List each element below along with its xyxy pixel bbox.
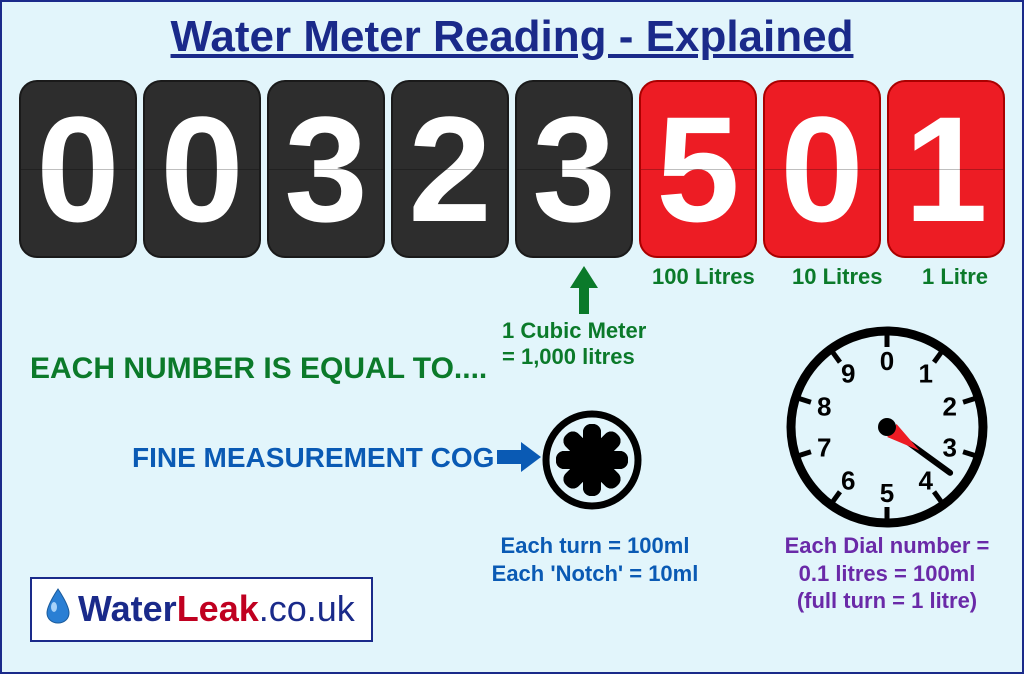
odometer-display: 00323501 <box>2 80 1022 258</box>
logo-text: WaterLeak.co.uk <box>78 588 355 630</box>
svg-text:1: 1 <box>919 359 933 389</box>
label-1-litre: 1 Litre <box>922 264 988 290</box>
dial-caption-line3: (full turn = 1 litre) <box>762 587 1012 615</box>
odometer-digit-7: 1 <box>887 80 1005 258</box>
arrow-right-icon <box>497 442 541 477</box>
cog-caption-line1: Each turn = 100ml <box>480 532 710 560</box>
dial-caption: Each Dial number = 0.1 litres = 100ml (f… <box>762 532 1012 615</box>
svg-text:6: 6 <box>841 465 855 495</box>
each-number-label: EACH NUMBER IS EQUAL TO.... <box>30 352 487 386</box>
odometer-digit-5: 5 <box>639 80 757 258</box>
odometer-digit-4: 3 <box>515 80 633 258</box>
odometer-digit-6: 0 <box>763 80 881 258</box>
logo-box: WaterLeak.co.uk <box>30 577 373 642</box>
svg-text:9: 9 <box>841 359 855 389</box>
arrow-up-icon <box>570 266 598 319</box>
svg-text:0: 0 <box>880 346 894 376</box>
odometer-digit-0: 0 <box>19 80 137 258</box>
dial-gauge: 012 34567 89 <box>782 322 992 537</box>
cog-icon <box>542 410 642 515</box>
svg-text:4: 4 <box>919 465 934 495</box>
dial-caption-line2: 0.1 litres = 100ml <box>762 560 1012 588</box>
cubic-meter-line2: = 1,000 litres <box>502 344 646 370</box>
svg-text:5: 5 <box>880 478 894 508</box>
label-100-litres: 100 Litres <box>652 264 755 290</box>
odometer-digit-3: 2 <box>391 80 509 258</box>
page-title: Water Meter Reading - Explained <box>2 2 1022 62</box>
dial-caption-line1: Each Dial number = <box>762 532 1012 560</box>
svg-text:2: 2 <box>943 392 957 422</box>
cog-caption-line2: Each 'Notch' = 10ml <box>480 560 710 588</box>
fine-cog-label: FINE MEASUREMENT COG <box>132 442 494 474</box>
svg-text:3: 3 <box>943 432 957 462</box>
logo-leak: Leak <box>177 588 259 629</box>
label-10-litres: 10 Litres <box>792 264 883 290</box>
logo-water: Water <box>78 588 177 629</box>
cog-caption: Each turn = 100ml Each 'Notch' = 10ml <box>480 532 710 587</box>
svg-text:7: 7 <box>817 432 831 462</box>
cubic-meter-label: 1 Cubic Meter = 1,000 litres <box>502 318 646 371</box>
odometer-digit-1: 0 <box>143 80 261 258</box>
cubic-meter-line1: 1 Cubic Meter <box>502 318 646 344</box>
logo-domain: .co.uk <box>259 588 355 629</box>
svg-text:8: 8 <box>817 392 831 422</box>
odometer-digit-2: 3 <box>267 80 385 258</box>
droplet-icon <box>44 587 72 630</box>
